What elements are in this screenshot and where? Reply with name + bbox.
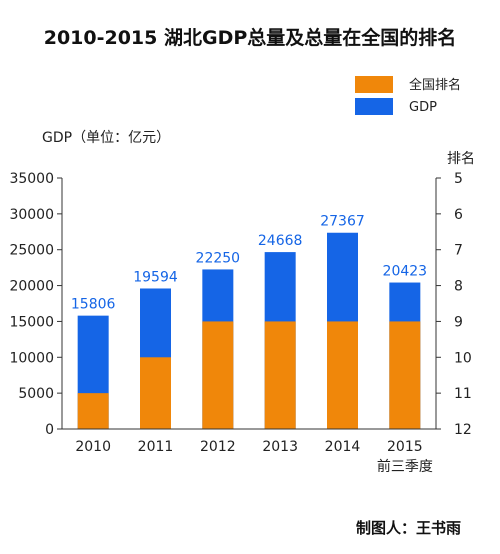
x-tick-label-2012: 2012 [200, 439, 236, 455]
y2-tick-label-9: 9 [454, 314, 463, 330]
y2-tick-label-11: 11 [454, 386, 472, 402]
x-tick-label-2013: 2013 [262, 439, 298, 455]
y-axis-title: GDP（单位：亿元） [42, 130, 170, 146]
axes-layer: 0 5000 10000 15000 20000 25000 30000 35000 5 6 7 8 9… [9, 171, 471, 438]
x-tick-label-2015: 2015 [387, 439, 423, 455]
y2-tick-label-12: 12 [454, 422, 472, 438]
y2-tick-label-7: 7 [454, 243, 463, 259]
y-tick-label-35000: 35000 [9, 171, 54, 187]
rank-bar-2013 [264, 321, 296, 429]
y2-tick-label-5: 5 [454, 171, 463, 187]
x-tick-label-2014: 2014 [325, 439, 361, 455]
legend-label-1: GDP [409, 100, 437, 115]
y-tick-label-5000: 5000 [18, 386, 54, 402]
y2-axis-title: 排名 [447, 151, 475, 167]
legend-swatch-0 [355, 76, 393, 93]
gdp-data-label-2015: 20423 [383, 264, 428, 280]
y-tick-label-30000: 30000 [9, 207, 54, 223]
gdp-data-label-2013: 24668 [258, 233, 303, 249]
gdp-data-label-2010: 15806 [71, 297, 116, 313]
x-tick-sublabel-2015: 前三季度 [377, 458, 433, 475]
y2-tick-label-6: 6 [454, 207, 463, 223]
labels-layer: 15806 2010 19594 2011 22250 2012 24668 2013 2736… [71, 214, 433, 475]
bars-layer [77, 232, 421, 429]
legend-label-0: 全国排名 [409, 77, 461, 93]
rank-bar-2014 [327, 321, 358, 429]
legend: 全国排名 GDP [355, 76, 461, 115]
y2-tick-label-8: 8 [454, 279, 463, 295]
y-tick-label-25000: 25000 [9, 243, 54, 259]
y-tick-label-20000: 20000 [9, 279, 54, 295]
y-tick-label-15000: 15000 [9, 314, 54, 330]
rank-bar-2011 [140, 357, 171, 429]
chart-title: 2010-2015 湖北GDP总量及总量在全国的排名 [44, 26, 457, 49]
y-tick-label-0: 0 [45, 422, 54, 438]
rank-bar-2010 [77, 393, 109, 429]
y-tick-label-10000: 10000 [9, 350, 54, 366]
rank-bar-2015 [389, 321, 421, 429]
x-tick-label-2010: 2010 [75, 439, 111, 455]
legend-swatch-1 [355, 98, 393, 115]
chart-credit: 制图人：王书雨 [356, 519, 462, 537]
gdp-data-label-2014: 27367 [320, 214, 365, 230]
x-tick-label-2011: 2011 [138, 439, 174, 455]
gdp-data-label-2011: 19594 [133, 269, 178, 285]
gdp-data-label-2012: 22250 [196, 250, 241, 266]
y2-tick-label-10: 10 [454, 350, 472, 366]
rank-bar-2012 [202, 321, 234, 429]
